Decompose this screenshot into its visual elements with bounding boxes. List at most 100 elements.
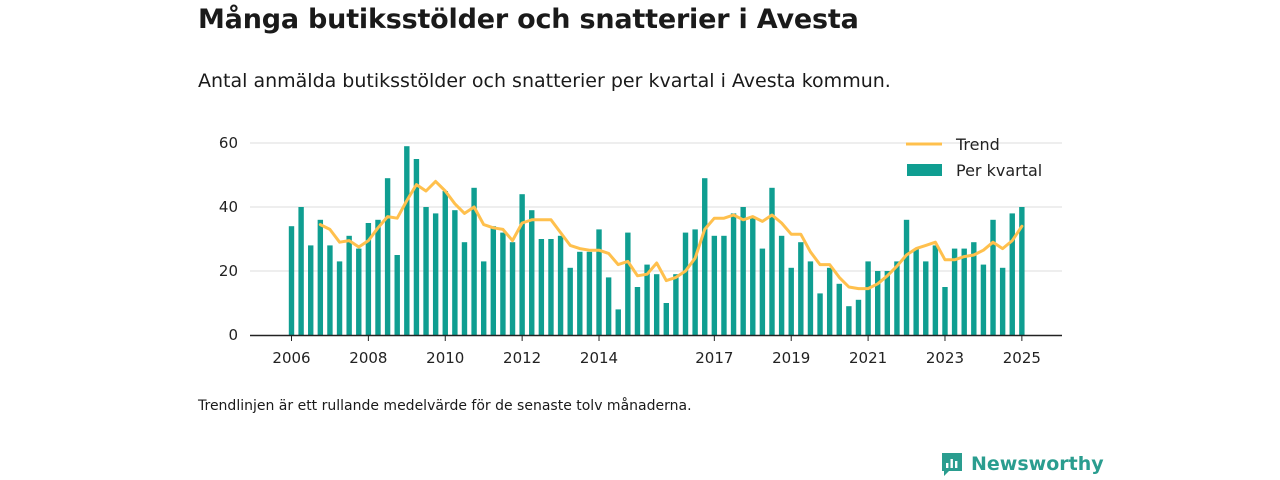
bar bbox=[308, 245, 314, 335]
legend-label-trend: Trend bbox=[955, 135, 1000, 154]
bar bbox=[586, 251, 593, 335]
bar bbox=[846, 306, 852, 335]
bar bbox=[826, 267, 833, 335]
bar bbox=[509, 242, 516, 335]
bar bbox=[557, 235, 564, 335]
bar bbox=[452, 210, 458, 335]
bar bbox=[423, 207, 429, 335]
bar bbox=[384, 178, 391, 335]
bar bbox=[317, 219, 324, 335]
chart-subtitle: Antal anmälda butiksstölder och snatteri… bbox=[198, 70, 891, 92]
bar bbox=[644, 264, 650, 335]
bar bbox=[730, 213, 737, 335]
bar bbox=[798, 242, 804, 335]
bar bbox=[875, 271, 881, 335]
bar bbox=[865, 261, 871, 335]
bar-chart: 0 20 40 60 2006 2008 2010 2012 2014 2017 2019 2021 2… bbox=[219, 134, 1062, 367]
bar bbox=[298, 207, 304, 335]
bar bbox=[481, 261, 487, 335]
bar bbox=[971, 242, 977, 335]
bar bbox=[336, 261, 343, 335]
bar bbox=[1009, 213, 1015, 335]
y-tick-label: 20 bbox=[219, 262, 238, 280]
bar bbox=[759, 248, 766, 335]
bar bbox=[529, 210, 535, 335]
bar bbox=[980, 264, 987, 335]
x-tick-label: 2008 bbox=[349, 349, 387, 367]
bar bbox=[903, 219, 910, 335]
bar bbox=[327, 245, 333, 335]
bar bbox=[634, 287, 641, 335]
bar bbox=[471, 187, 477, 335]
bar bbox=[932, 245, 939, 335]
bar bbox=[721, 235, 727, 335]
bar bbox=[750, 216, 756, 335]
bar bbox=[365, 223, 372, 335]
y-tick-label: 0 bbox=[228, 326, 238, 344]
bar bbox=[999, 267, 1006, 335]
bar bbox=[951, 248, 958, 335]
x-tick-label: 2017 bbox=[695, 349, 733, 367]
bar bbox=[413, 159, 420, 335]
bar bbox=[548, 239, 554, 335]
bar bbox=[836, 283, 842, 335]
bar bbox=[913, 248, 919, 335]
legend-label-per-kvartal: Per kvartal bbox=[956, 161, 1042, 180]
bar bbox=[432, 213, 439, 335]
y-tick-label: 60 bbox=[219, 134, 238, 152]
legend-swatch-per-kvartal bbox=[907, 164, 942, 176]
bar bbox=[394, 255, 400, 335]
bar bbox=[461, 242, 468, 335]
bar bbox=[769, 187, 775, 335]
x-tick-label: 2010 bbox=[426, 349, 464, 367]
bar bbox=[288, 226, 295, 335]
bar bbox=[605, 277, 612, 335]
x-tick-label: 2019 bbox=[772, 349, 810, 367]
trend-line bbox=[318, 179, 1024, 291]
bar bbox=[961, 248, 967, 335]
bar bbox=[692, 229, 698, 335]
bar bbox=[855, 299, 862, 335]
axes: 0 20 40 60 2006 2008 2010 2012 2014 2017 2019 2021 2… bbox=[219, 134, 1062, 367]
bar bbox=[942, 287, 948, 335]
bar bbox=[404, 146, 410, 335]
bar bbox=[778, 235, 785, 335]
bar bbox=[519, 194, 525, 335]
bar bbox=[711, 235, 718, 335]
footnote: Trendlinjen är ett rullande medelvärde f… bbox=[198, 398, 692, 414]
bar bbox=[653, 274, 660, 335]
bar bbox=[990, 219, 996, 335]
x-tick-label: 2014 bbox=[580, 349, 618, 367]
bar bbox=[740, 207, 746, 335]
newsworthy-logo-icon bbox=[942, 453, 962, 476]
bar bbox=[346, 235, 352, 335]
bar-series bbox=[288, 146, 1025, 335]
y-tick-label: 40 bbox=[219, 198, 238, 216]
bar bbox=[702, 178, 708, 335]
bar bbox=[500, 232, 506, 335]
x-tick-label: 2006 bbox=[272, 349, 310, 367]
legend: Trend Per kvartal bbox=[906, 135, 1042, 180]
brand-name: Newsworthy bbox=[971, 453, 1104, 475]
bar bbox=[490, 226, 497, 335]
bar bbox=[682, 232, 689, 335]
trend-series bbox=[318, 179, 1024, 291]
bar bbox=[538, 239, 545, 335]
bar bbox=[673, 274, 679, 335]
bar bbox=[923, 261, 929, 335]
x-tick-label: 2023 bbox=[926, 349, 964, 367]
bar bbox=[1019, 207, 1025, 335]
bar bbox=[356, 248, 362, 335]
bar bbox=[596, 229, 602, 335]
bar bbox=[788, 267, 794, 335]
x-tick-label: 2021 bbox=[849, 349, 887, 367]
bar bbox=[442, 191, 448, 335]
bar bbox=[884, 271, 891, 335]
chart-title: Många butiksstölder och snatterier i Ave… bbox=[198, 4, 859, 35]
bar bbox=[817, 293, 823, 335]
bar bbox=[577, 251, 583, 335]
bar bbox=[894, 261, 900, 335]
x-tick-label: 2012 bbox=[503, 349, 541, 367]
x-tick-label: 2025 bbox=[1003, 349, 1041, 367]
bar bbox=[663, 303, 669, 335]
